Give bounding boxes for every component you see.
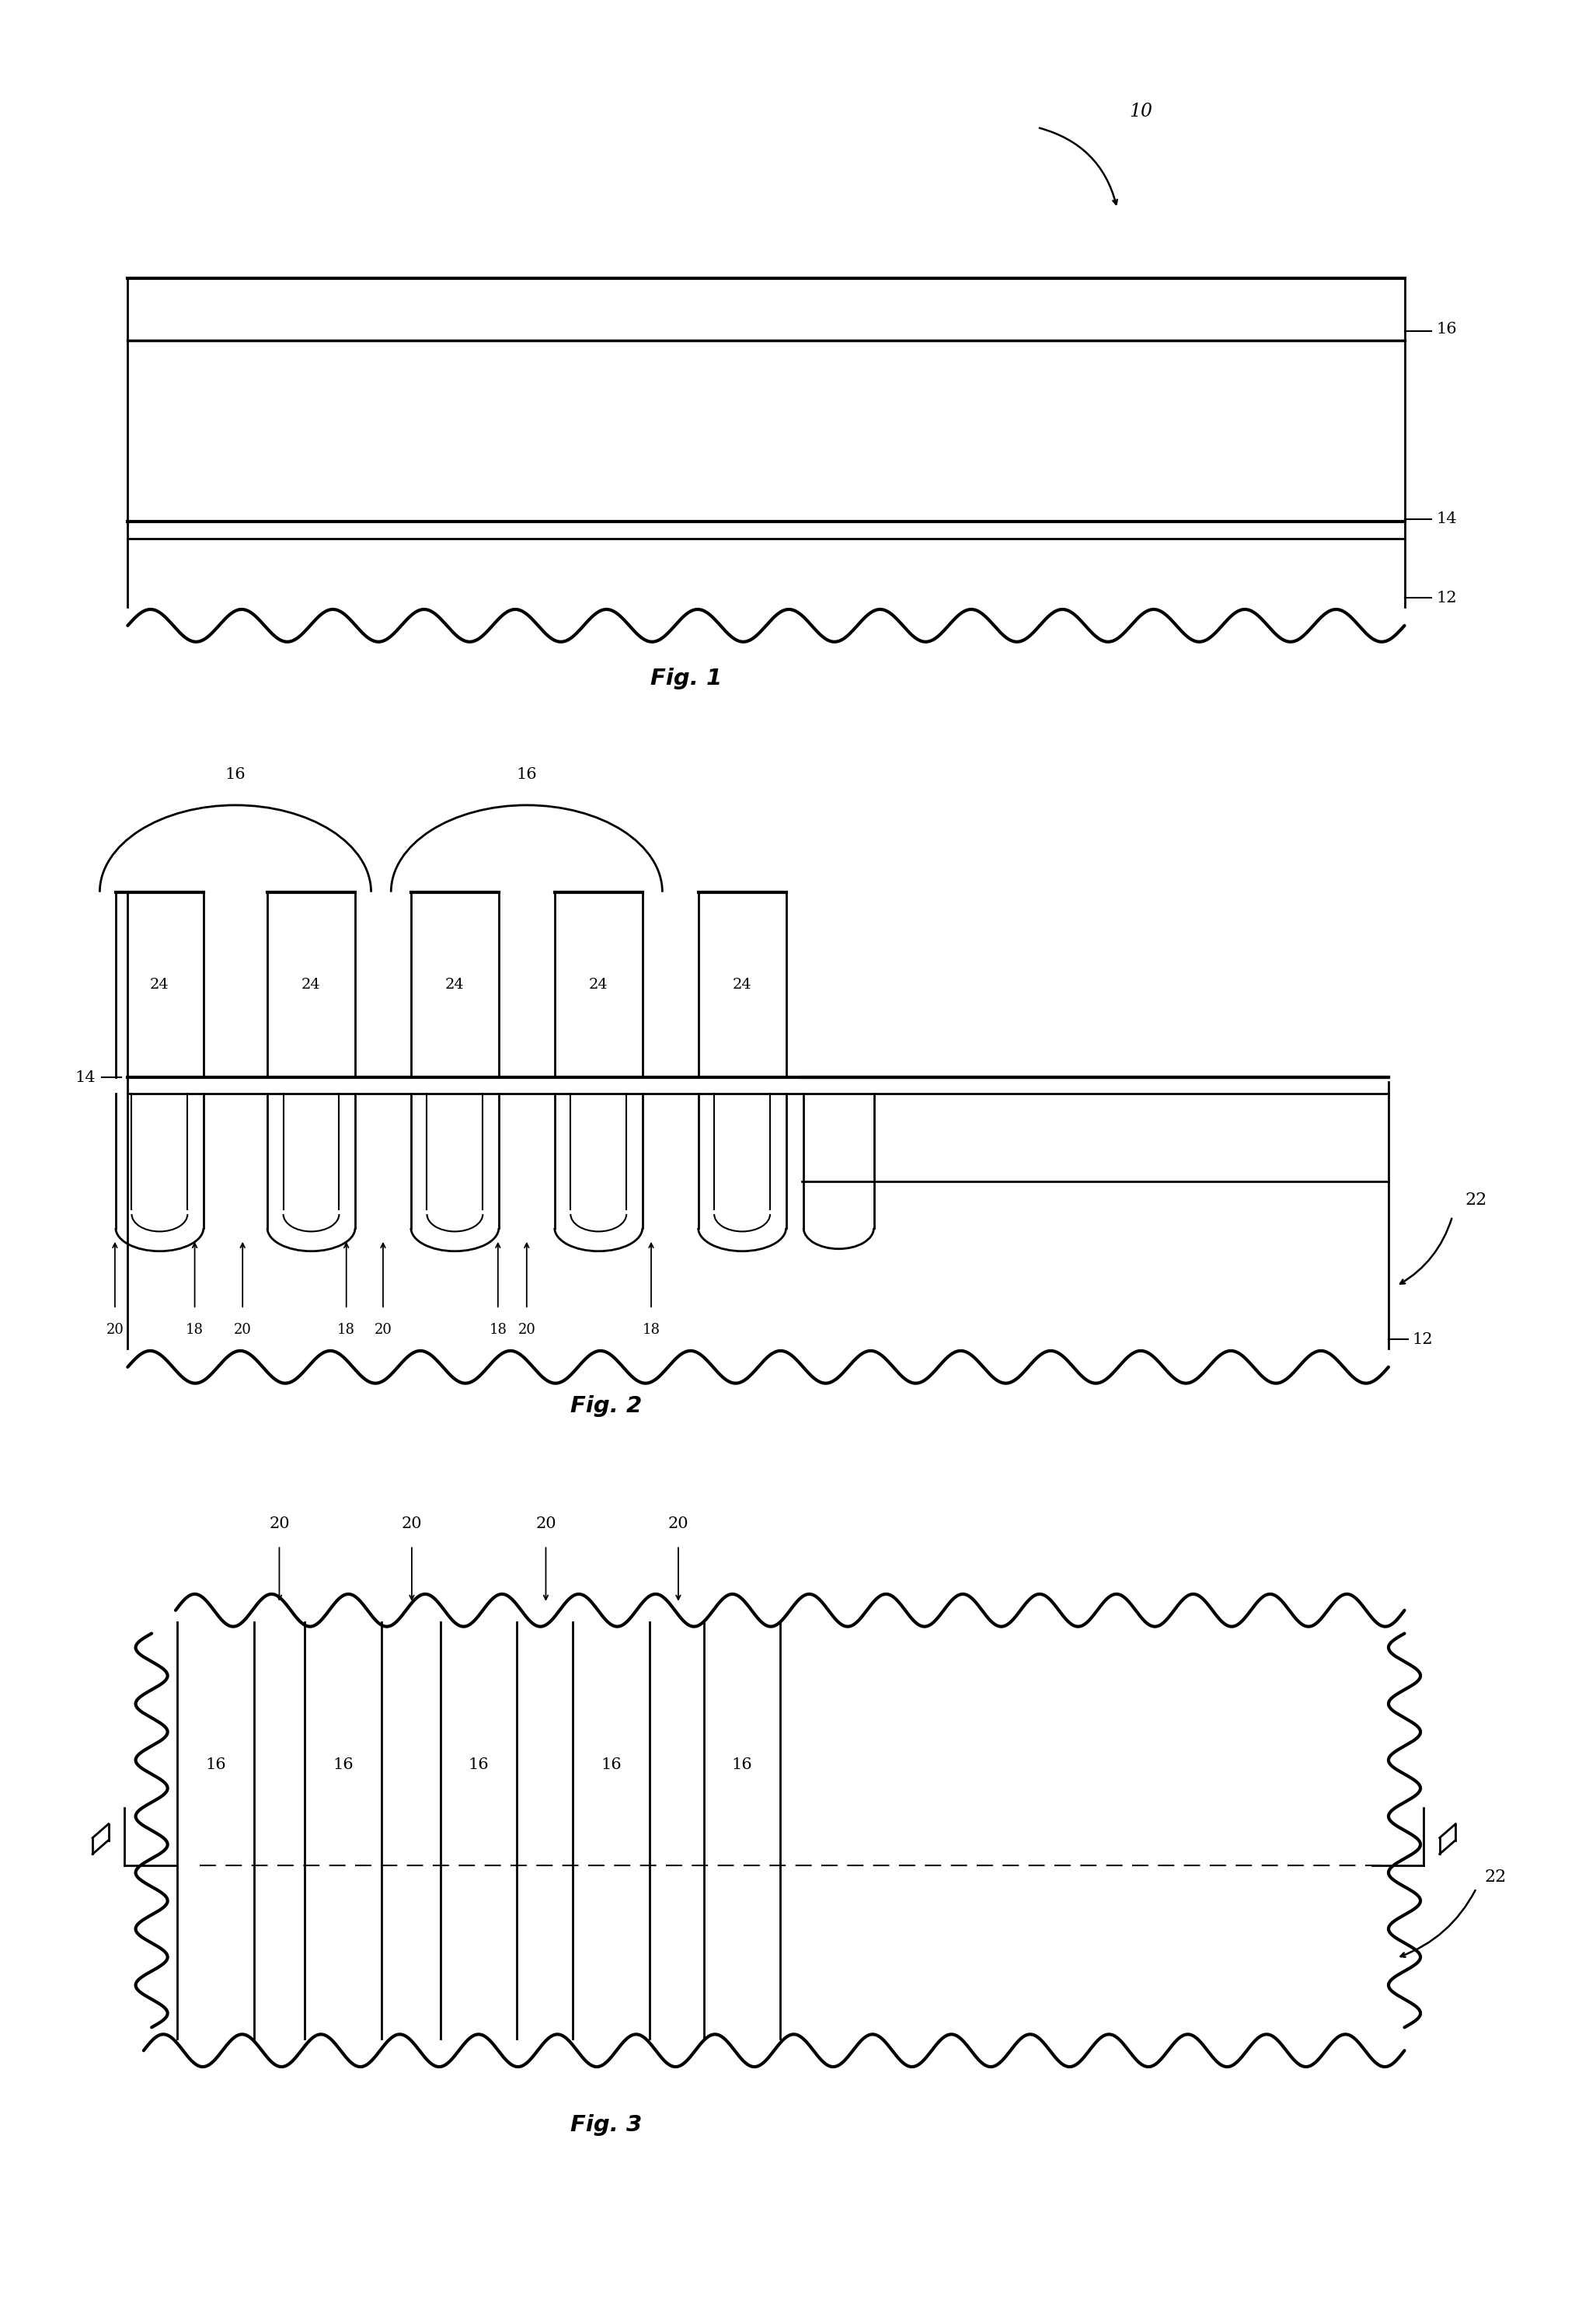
Text: 18: 18 [642,1323,661,1337]
Text: 20: 20 [669,1518,688,1532]
Text: 16: 16 [733,1756,752,1773]
Text: 20: 20 [517,1323,536,1337]
Text: 22: 22 [1465,1191,1487,1209]
Text: 24: 24 [589,978,608,992]
Text: 16: 16 [469,1756,488,1773]
Text: 14: 14 [1436,512,1457,526]
Text: 24: 24 [302,978,321,992]
Text: 24: 24 [445,978,464,992]
Text: 16: 16 [1436,322,1457,336]
Text: 16: 16 [517,767,536,783]
Text: Fig. 2: Fig. 2 [571,1395,642,1418]
Text: 16: 16 [334,1756,353,1773]
Text: 18: 18 [488,1323,508,1337]
Text: 24: 24 [733,978,752,992]
Text: Fig. 1: Fig. 1 [651,667,721,690]
Text: 12: 12 [1412,1332,1433,1346]
Text: 22: 22 [1484,1868,1507,1886]
Text: 20: 20 [105,1323,124,1337]
Text: 18: 18 [185,1323,204,1337]
Text: Fig. 3: Fig. 3 [571,2113,642,2136]
Text: 24: 24 [150,978,169,992]
Text: 16: 16 [206,1756,225,1773]
Text: 12: 12 [1436,591,1457,605]
Text: 10: 10 [1130,102,1152,120]
Text: 16: 16 [225,767,246,783]
Text: 20: 20 [402,1518,421,1532]
Text: 20: 20 [233,1323,252,1337]
Text: 16: 16 [602,1756,621,1773]
Text: 20: 20 [270,1518,289,1532]
Text: 20: 20 [536,1518,555,1532]
Text: 18: 18 [337,1323,356,1337]
Text: 14: 14 [75,1070,96,1084]
Text: 20: 20 [373,1323,393,1337]
